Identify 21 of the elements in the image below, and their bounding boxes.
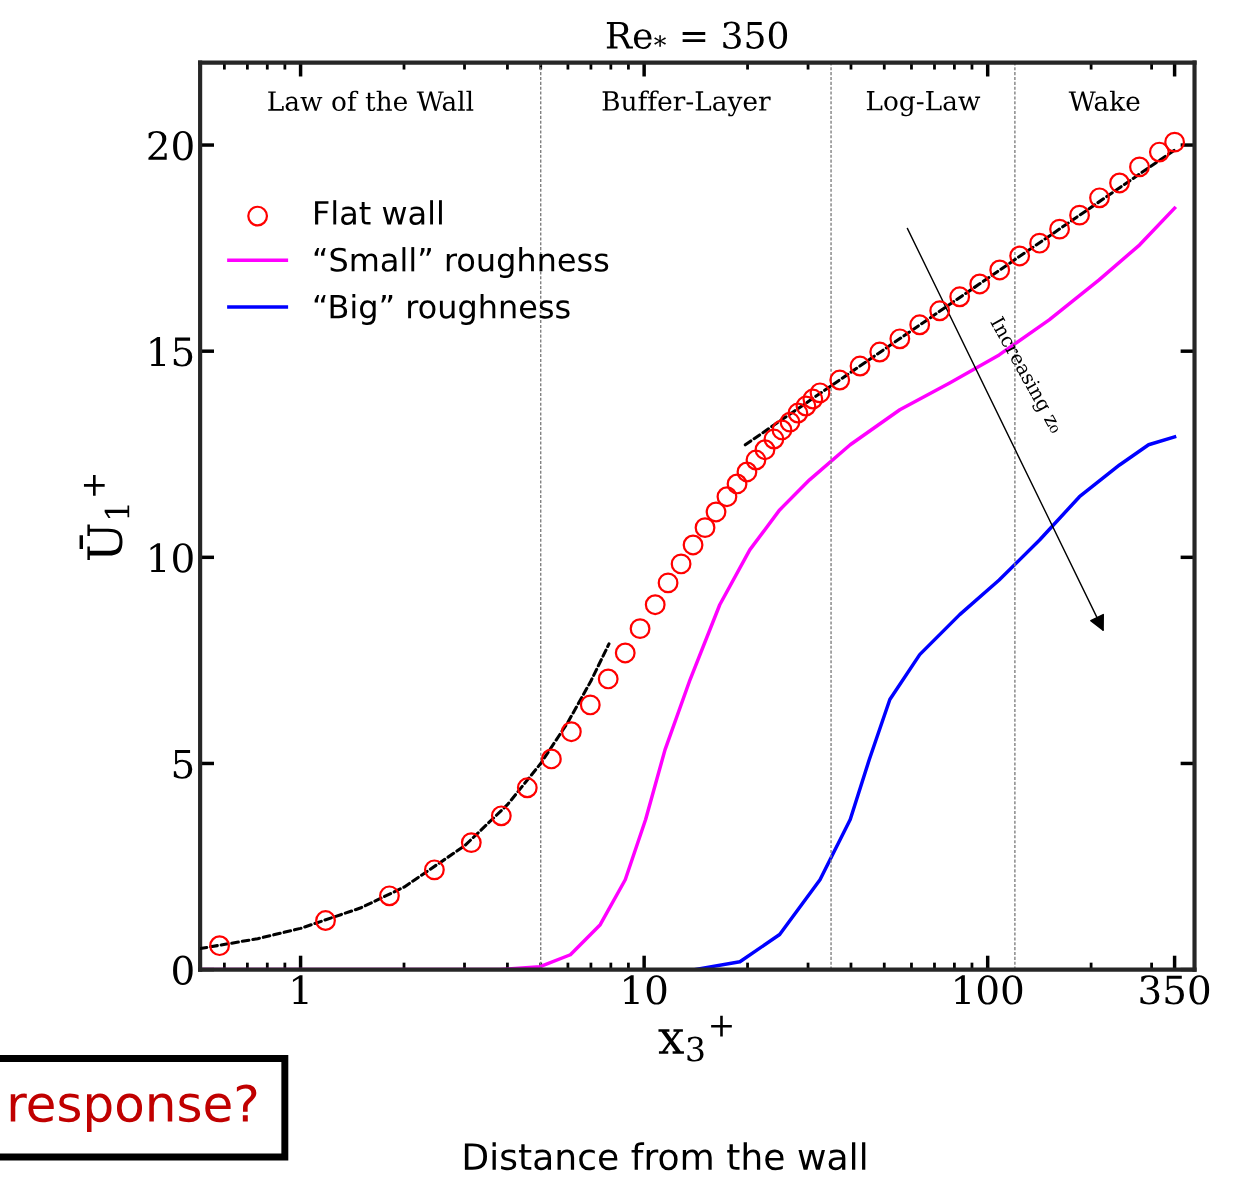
x-tick-label: 1 — [292, 975, 308, 1005]
y-tick-label: 15 — [150, 337, 193, 367]
x-tick-label: 10 — [624, 975, 667, 1005]
text: response? — [10, 1084, 257, 1132]
x-tick-label: 350 — [1140, 975, 1210, 1005]
annotation: Buffer-Layer — [602, 90, 771, 117]
y-tick-label: 10 — [150, 543, 193, 573]
text: Distance from the wall — [464, 1142, 866, 1171]
annotation: Log-Law — [866, 91, 981, 117]
chart-title: Re$_{*}$ = 350 — [606, 21, 788, 49]
x-tick-label: 100 — [955, 975, 1023, 1005]
legend-label: “Small” roughness — [314, 247, 609, 278]
annotation: Wake — [1068, 90, 1140, 112]
legend-label: Flat wall — [315, 200, 442, 225]
y-tick-label: 20 — [148, 130, 193, 161]
annotation: Law of the Wall — [268, 90, 474, 112]
y-tick-label: 0 — [173, 955, 193, 985]
y-tick-label: 5 — [173, 749, 193, 779]
legend-label: “Big” roughness — [314, 293, 570, 325]
y-axis-title: Ū$_{1}$$^{+}$ — [79, 475, 130, 560]
x-axis-title: x$_{3}$$^{+}$ — [658, 1015, 732, 1062]
